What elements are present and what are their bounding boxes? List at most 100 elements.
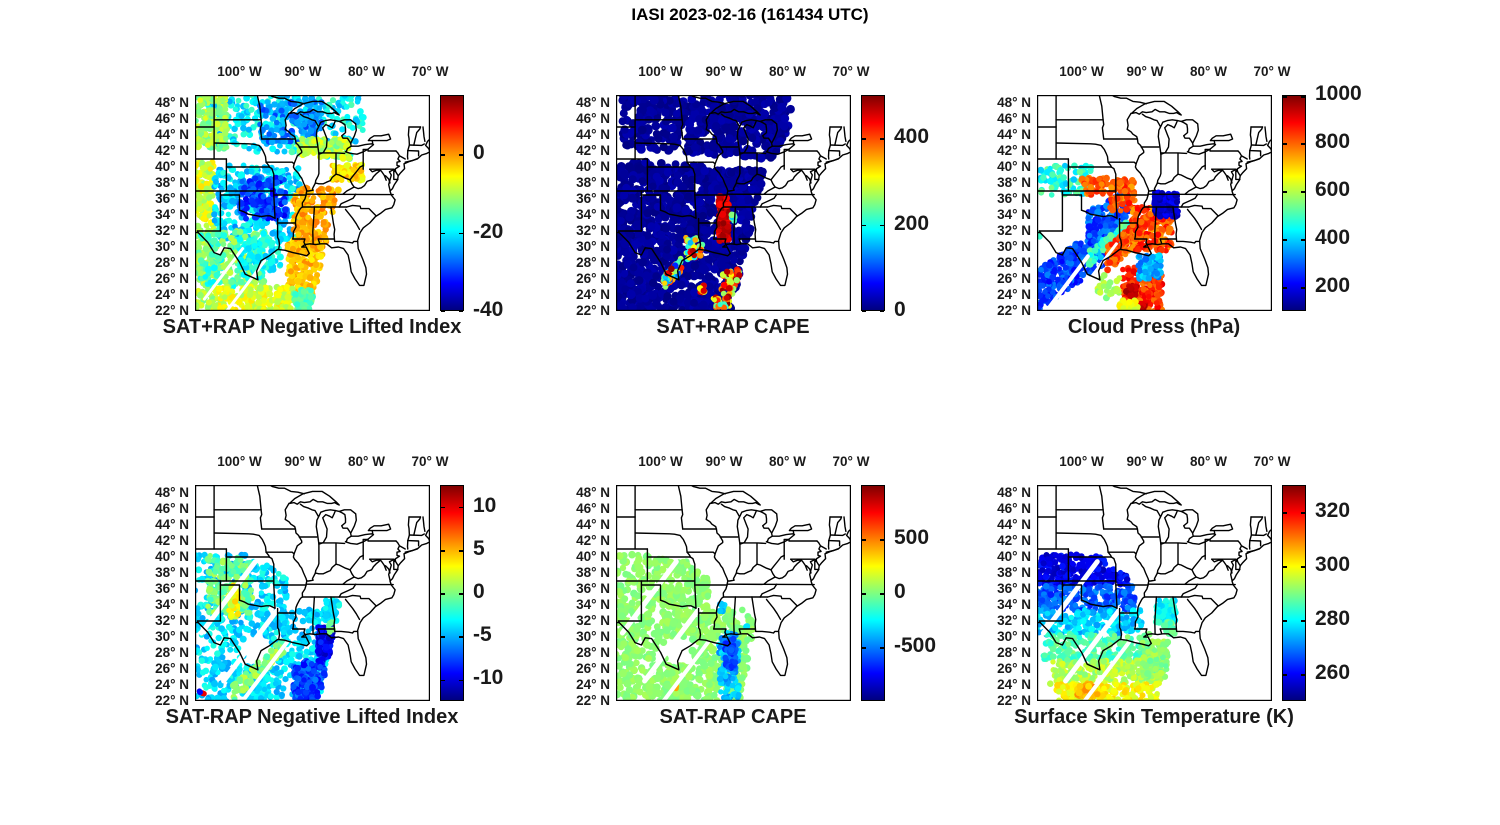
colorbar (1282, 485, 1306, 701)
lat-tick-label: 40° N (997, 159, 1031, 174)
colorbar-tick-mark (880, 539, 884, 541)
colorbar-tick-mark (880, 224, 884, 227)
lat-tick-label: 24° N (997, 677, 1031, 692)
lat-tick-label: 32° N (576, 613, 610, 628)
colorbar-tick-mark (862, 138, 866, 140)
lat-tick-label: 44° N (155, 127, 189, 142)
colorbar-tick-mark (1301, 143, 1305, 145)
colorbar-tick-mark (441, 593, 445, 595)
colorbar-tick-mark (1301, 96, 1305, 98)
colorbar-tick-label: 200 (1315, 274, 1351, 297)
colorbar-tick-mark (1283, 239, 1287, 241)
lat-tick-label: 28° N (997, 645, 1031, 660)
axes-box (1037, 485, 1272, 701)
lon-tick-label: 90° W (284, 454, 322, 469)
lat-tick-label: 36° N (155, 581, 189, 596)
lat-tick-label: 42° N (997, 533, 1031, 548)
colorbar-tick-mark (1283, 96, 1287, 98)
map-plot (1037, 485, 1272, 701)
lat-tick-label: 34° N (997, 207, 1031, 222)
colorbar-tick-mark (441, 679, 445, 682)
colorbar-tick-label: 400 (894, 125, 930, 149)
lon-tick-label: 80° W (1190, 454, 1227, 469)
lat-tick-label: 40° N (997, 549, 1031, 564)
lat-tick-label: 48° N (997, 95, 1031, 110)
colorbar (440, 485, 464, 701)
colorbar-tick-mark (862, 539, 866, 541)
colorbar-tick-label: 200 (894, 211, 930, 235)
lat-tick-label: 30° N (576, 629, 610, 644)
lon-tick-label: 90° W (1126, 64, 1164, 79)
lat-tick-label: 46° N (997, 111, 1031, 126)
panel-sat-plus-rap-negative-lifted-index: 100° W 90° W 80° W 70° W 48° N 46° N 44° N 42° … (155, 64, 503, 338)
lat-tick-label: 32° N (576, 223, 610, 238)
axes-box (195, 95, 430, 311)
colorbar-tick-mark (1301, 287, 1305, 289)
colorbar-tick-mark (1301, 674, 1305, 676)
lat-tick-label: 48° N (155, 485, 189, 500)
lat-tick-label: 40° N (155, 549, 189, 564)
lat-tick-label: 46° N (155, 111, 189, 126)
colorbar-tick-mark (1283, 287, 1287, 289)
lat-tick-label: 38° N (997, 565, 1031, 580)
lat-tick-label: 46° N (155, 501, 189, 516)
lat-tick-label: 26° N (576, 661, 610, 676)
colorbar-tick-mark (880, 593, 884, 595)
colorbar-tick-mark (1301, 512, 1305, 514)
panel-title: Surface Skin Temperature (K) (1014, 706, 1294, 728)
colorbar-tick-mark (1283, 674, 1287, 676)
colorbar-tick-mark (862, 224, 866, 227)
lat-tick-label: 34° N (576, 207, 610, 222)
map-plot (195, 485, 430, 701)
colorbar-tick-label: -10 (473, 666, 504, 690)
lat-tick-label: 26° N (576, 271, 610, 286)
lat-tick-label: 22° N (997, 303, 1031, 318)
lat-tick-label: 44° N (997, 127, 1031, 142)
lat-tick-label: 36° N (576, 581, 610, 596)
lat-tick-label: 42° N (155, 533, 189, 548)
lat-tick-label: 40° N (576, 159, 610, 174)
colorbar-tick-label: -20 (473, 219, 504, 243)
lon-tick-label: 100° W (217, 64, 262, 79)
lat-tick-label: 22° N (155, 693, 189, 708)
colorbar-tick-mark (441, 310, 445, 312)
lat-tick-label: 48° N (576, 485, 610, 500)
lon-tick-label: 70° W (1253, 454, 1291, 469)
colorbar-tick-mark (459, 636, 463, 638)
lon-tick-label: 100° W (1059, 454, 1104, 469)
panel-title: Cloud Press (hPa) (1067, 316, 1241, 338)
colorbar-tick-label: -5 (473, 623, 492, 647)
colorbar-tick-label: 400 (1315, 226, 1351, 249)
colorbar-tick-label: 0 (894, 580, 906, 603)
lat-tick-label: 46° N (997, 501, 1031, 516)
colorbar-tick-label: 0 (473, 140, 485, 164)
map-plot (1037, 95, 1272, 311)
lat-tick-label: 24° N (576, 287, 610, 302)
lon-tick-label: 70° W (832, 64, 870, 79)
lon-tick-label: 80° W (769, 64, 806, 79)
lon-tick-label: 100° W (638, 454, 683, 469)
lat-tick-label: 36° N (997, 191, 1031, 206)
lat-tick-label: 46° N (576, 501, 610, 516)
colorbar-tick-mark (441, 154, 445, 156)
colorbar-tick-mark (880, 310, 884, 312)
lat-tick-label: 30° N (155, 239, 189, 254)
colorbar-tick-mark (459, 154, 463, 156)
colorbar-tick-mark (1283, 566, 1287, 568)
lat-tick-label: 44° N (576, 517, 610, 532)
panel-sat-minus-rap-negative-lifted-index: 100° W 90° W 80° W 70° W 48° N 46° N 44° N 42° … (155, 454, 503, 728)
colorbar-tick-label: 600 (1315, 178, 1351, 201)
lat-tick-label: 22° N (997, 693, 1031, 708)
lon-tick-label: 80° W (348, 454, 385, 469)
lat-tick-label: 32° N (155, 223, 189, 238)
scatter-layer (1037, 162, 1181, 311)
lat-tick-label: 36° N (155, 191, 189, 206)
lat-tick-label: 26° N (155, 661, 189, 676)
colorbar-tick-label: 5 (473, 536, 485, 560)
panel-surface-skin-temperature: 100° W 90° W 80° W 70° W 48° N 46° N 44° N 42° … (997, 454, 1350, 728)
lat-tick-label: 42° N (155, 143, 189, 158)
lon-tick-label: 90° W (705, 64, 743, 79)
colorbar-tick-mark (1283, 191, 1287, 193)
colorbar-tick-mark (862, 310, 866, 312)
